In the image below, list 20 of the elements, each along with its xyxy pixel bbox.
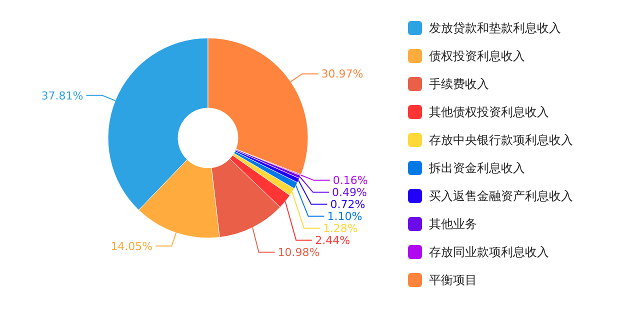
legend-label: 其他债权投资利息收入 xyxy=(429,105,549,120)
legend-label: 手续费收入 xyxy=(429,77,489,92)
data-label: 37.81% xyxy=(41,89,84,102)
legend-label: 发放贷款和垫款利息收入 xyxy=(429,21,561,36)
legend-label: 存放中央银行款项利息收入 xyxy=(429,133,573,148)
data-label: 14.05% xyxy=(110,240,153,253)
legend-label: 平衡项目 xyxy=(429,273,477,288)
legend-label: 拆出资金利息收入 xyxy=(428,161,525,176)
data-label: 10.98% xyxy=(278,246,320,260)
data-label: 0.72% xyxy=(330,198,366,212)
data-label: 30.97% xyxy=(321,68,364,81)
data-label: 1.28% xyxy=(322,222,358,236)
legend-label: 其他业务 xyxy=(429,217,477,232)
data-label: 0.16% xyxy=(332,174,368,188)
data-label: 2.44% xyxy=(315,234,350,248)
data-label: 1.10% xyxy=(327,210,362,224)
legend-label: 债权投资利息收入 xyxy=(429,49,525,64)
legend-label: 买入返售金融资产利息收入 xyxy=(429,189,573,204)
data-label: 0.49% xyxy=(332,186,367,200)
legend-label: 存放同业款项利息收入 xyxy=(429,245,549,260)
